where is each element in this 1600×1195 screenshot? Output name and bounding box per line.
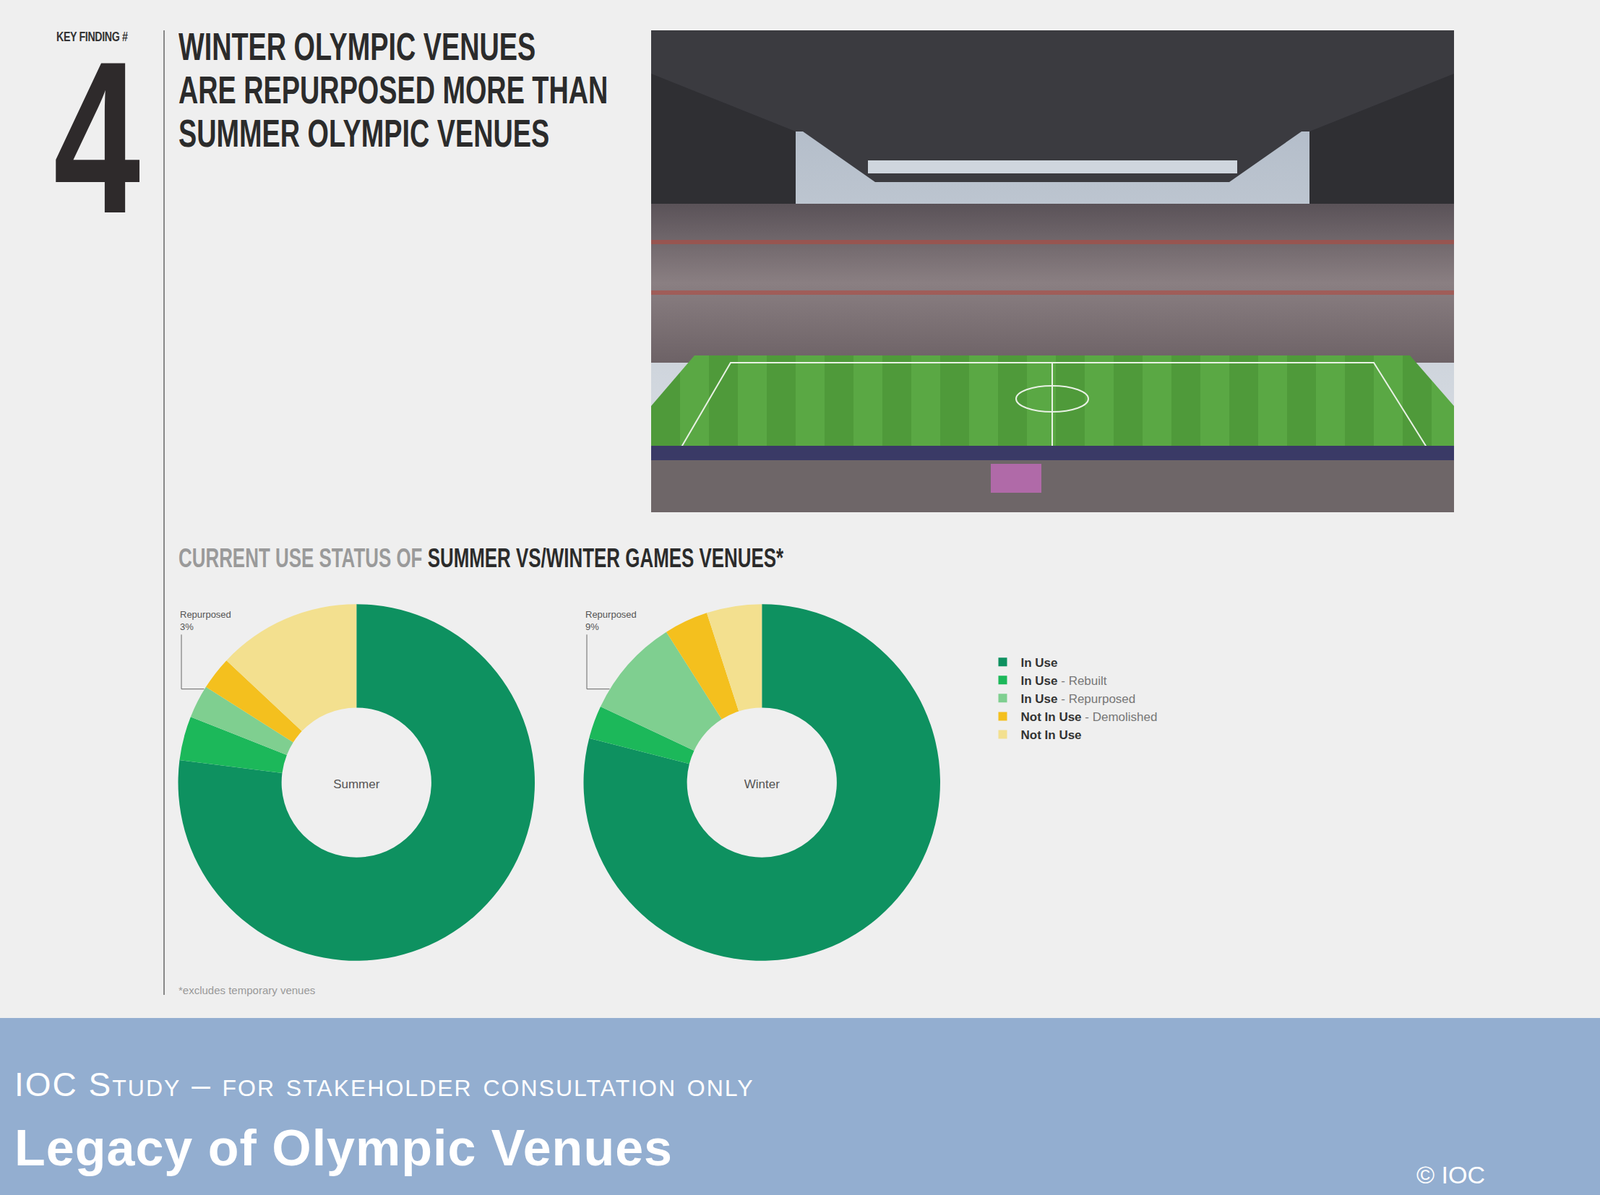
html-text:SUMMER OLYMPIC VENUES: SUMMER OLYMPIC VENUES: [178, 111, 550, 155]
html-text:WINTER OLYMPIC VENUES: WINTER OLYMPIC VENUES: [178, 24, 536, 68]
html-text:Legacy of Olympic Venues: Legacy of Olympic Venues: [14, 1120, 673, 1177]
svg-text:Not In Use - Demolished: Not In Use - Demolished: [1021, 710, 1158, 725]
svg-text:Summer: Summer: [333, 777, 381, 792]
html-text:CURRENT USE STATUS OF SUMMER V: CURRENT USE STATUS OF SUMMER VS/WINTER G…: [178, 543, 784, 574]
html-text:ARE REPURPOSED MORE THAN: ARE REPURPOSED MORE THAN: [178, 67, 609, 112]
html-text:*excludes temporary venues: *excludes temporary venues: [178, 984, 316, 997]
svg-text:Winter: Winter: [744, 777, 780, 792]
svg-text:Repurposed9%: Repurposed9%: [585, 609, 637, 633]
html-text:4: 4: [53, 15, 141, 259]
svg-text:Not In Use: Not In Use: [1021, 728, 1082, 743]
html-text:KEY FINDING #: KEY FINDING #: [56, 28, 128, 45]
svg-text:In Use - Repurposed: In Use - Repurposed: [1021, 692, 1137, 707]
svg-text:In Use - Rebuilt: In Use - Rebuilt: [1021, 674, 1108, 688]
svg-text:Repurposed3%: Repurposed3%: [179, 609, 232, 633]
html-text:© IOC: © IOC: [1416, 1161, 1486, 1189]
svg-text:In Use: In Use: [1021, 656, 1058, 670]
html-text:IOC Study – for stakeholder co: IOC Study – for stakeholder consultation…: [14, 1065, 755, 1104]
